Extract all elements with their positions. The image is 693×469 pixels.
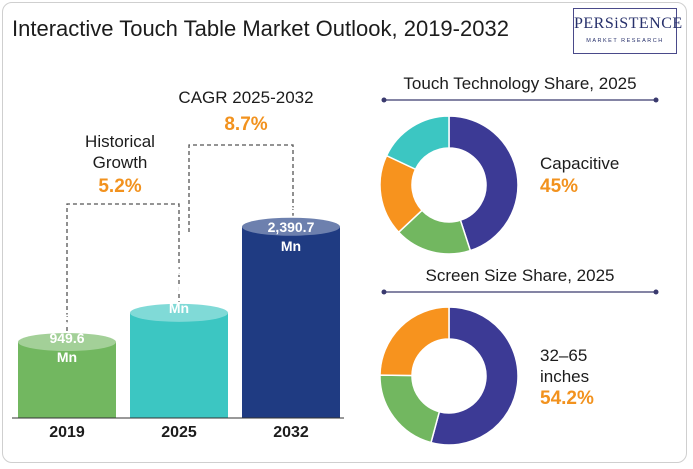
bar-2025	[130, 312, 228, 418]
touch-technology-divider-dot-left	[381, 97, 387, 103]
screen-size-value: 54.2%	[540, 388, 594, 409]
bar-top-2032	[242, 217, 340, 236]
bar-value-currency: US$	[53, 311, 81, 327]
year-label-2032: 2032	[273, 424, 309, 441]
bar-value-currency: US$	[277, 200, 305, 216]
bar-value-number: 1,314.5	[155, 281, 203, 297]
screen-size-donut-slice-0	[430, 306, 519, 446]
bar-value-unit: Mn	[56, 349, 78, 365]
bar-value-currency: US$	[165, 262, 193, 278]
historical-growth-label-line1: Historical	[85, 132, 155, 151]
screen-size-label: 32–65 inches	[540, 345, 589, 387]
screen-size-divider-dot-left	[381, 289, 387, 295]
touch-technology-divider-dot-right	[653, 97, 659, 103]
cagr-label: CAGR 2025-2032	[178, 88, 314, 107]
screen-size-label-line1: 32–65	[540, 346, 588, 365]
bar-value-label-2032: US$ 2,390.7 Mn	[242, 199, 340, 256]
bar-value-label-2025: US$ 1,314.5 Mn	[130, 261, 228, 318]
cagr-connector	[188, 144, 294, 232]
cagr-value: 8.7%	[224, 114, 268, 135]
screen-size-donut-slice-2	[379, 306, 450, 377]
historical-growth-value: 5.2%	[98, 176, 142, 197]
bar-2032	[242, 226, 340, 418]
touch-technology-donut-slice-3	[385, 115, 450, 171]
historical-growth-connector	[66, 203, 180, 332]
year-label-2025: 2025	[161, 424, 197, 441]
bar-value-number: 2,390.7	[267, 219, 315, 235]
main-title: Interactive Touch Table Market Outlook, …	[12, 16, 509, 41]
historical-growth-label-line2: Growth	[92, 153, 148, 172]
bar-value-unit: Mn	[280, 238, 302, 254]
logo-tagline: MARKET RESEARCH	[586, 38, 664, 44]
bar-value-unit: Mn	[168, 300, 190, 316]
bar-top-2019	[18, 333, 116, 352]
bar-top-2025	[130, 303, 228, 322]
infographic-frame	[2, 2, 687, 463]
historical-growth-label: Historical Growth	[72, 131, 168, 173]
capacitive-label: Capacitive	[540, 154, 620, 173]
screen-size-donut-slice-1	[379, 374, 441, 444]
screen-size-divider-dot-right	[653, 289, 659, 295]
logo-wordmark: PERSiSTENCE	[574, 15, 683, 32]
year-label-2019: 2019	[49, 424, 85, 441]
capacitive-value: 45%	[540, 176, 579, 197]
bar-value-number: 949.6	[49, 330, 85, 346]
touch-technology-donut-slice-0	[448, 115, 519, 252]
screen-size-title: Screen Size Share, 2025	[425, 266, 615, 285]
logo: PERSiSTENCE MARKET RESEARCH	[573, 8, 683, 54]
screen-size-label-line2: inches	[540, 367, 590, 386]
touch-technology-title: Touch Technology Share, 2025	[403, 74, 637, 93]
bar-value-label-2019: US$ 949.6 Mn	[18, 310, 116, 367]
bar-2019	[18, 342, 116, 418]
